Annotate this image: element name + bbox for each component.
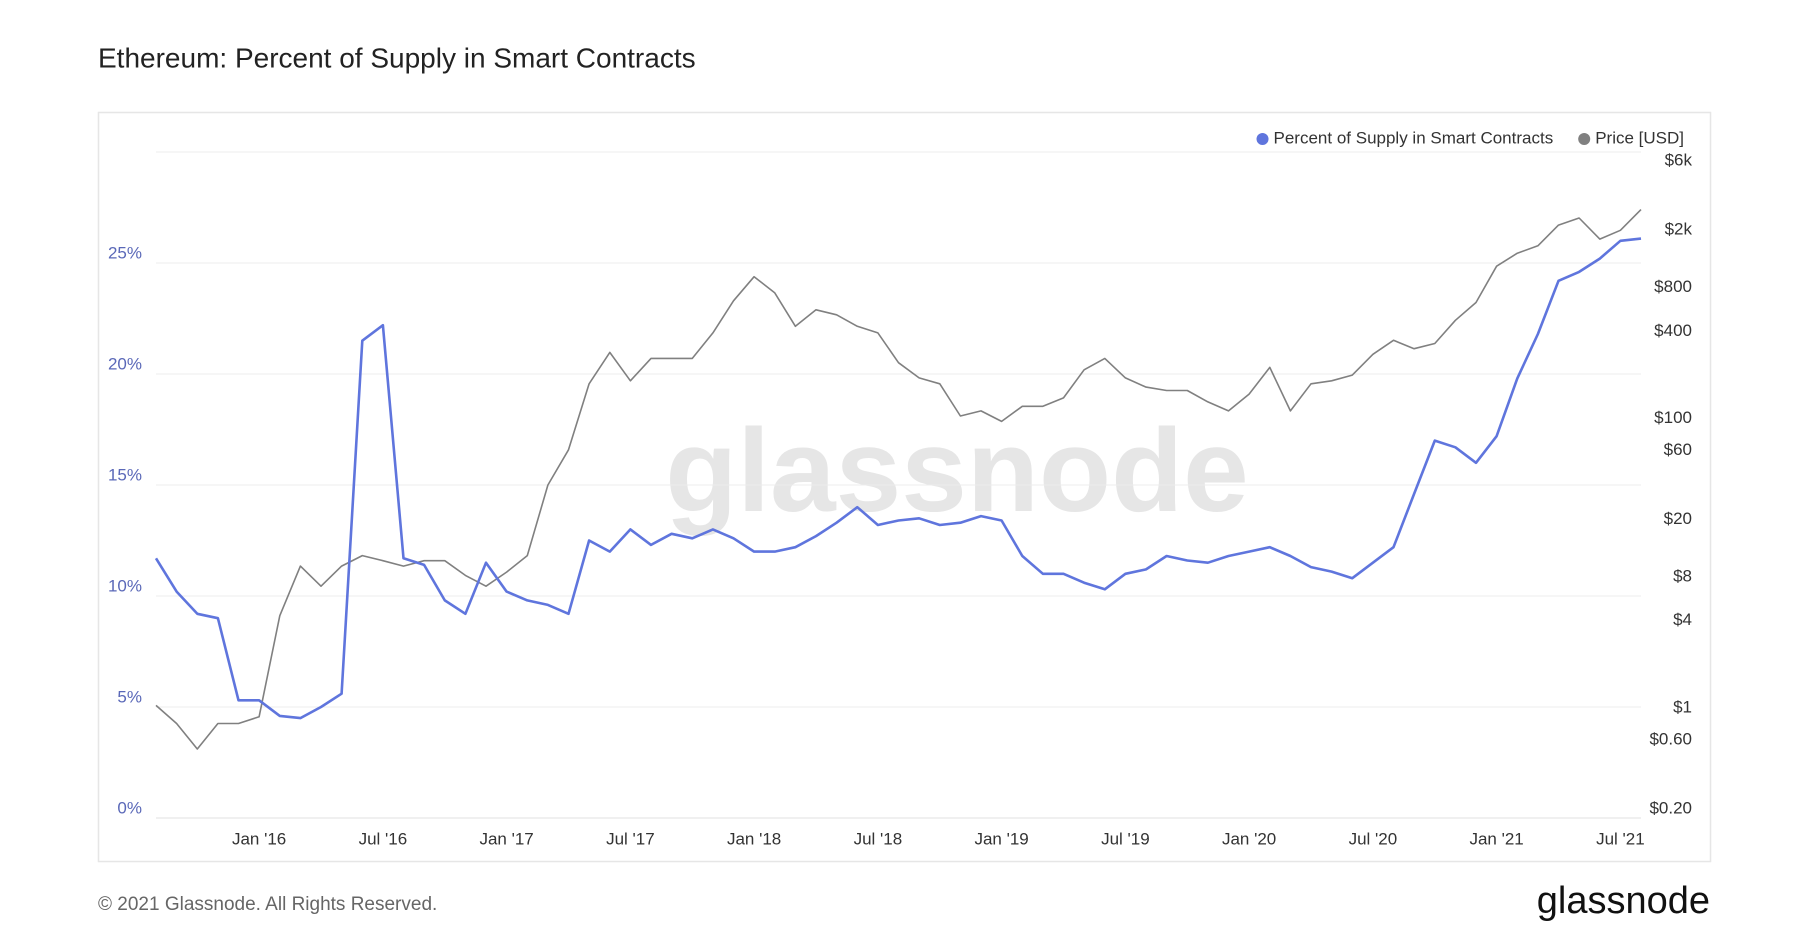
legend-label: Price [USD] [1595, 128, 1684, 147]
series-line [154, 237, 1642, 720]
y-tick-label: 15% [108, 465, 142, 484]
x-tick-label: Jul '20 [1349, 829, 1398, 848]
y-tick-label: 25% [108, 243, 142, 262]
y-tick-label: 20% [108, 354, 142, 373]
x-tick-label: Jul '18 [854, 829, 903, 848]
y2-tick-label: $100 [1654, 408, 1692, 427]
y2-tick-label: $60 [1664, 440, 1692, 459]
y-tick-label: 5% [117, 687, 142, 706]
x-tick-label: Jan '19 [974, 829, 1028, 848]
x-tick-label: Jan '17 [479, 829, 533, 848]
y2-tick-label: $0.20 [1649, 798, 1692, 817]
x-tick-label: Jul '19 [1101, 829, 1150, 848]
y2-tick-label: $8 [1673, 567, 1692, 586]
y2-tick-label: $20 [1664, 509, 1692, 528]
y2-tick-label: $0.60 [1649, 729, 1692, 748]
chart-frame [97, 111, 1712, 863]
legend-marker [1578, 133, 1591, 145]
y2-tick-label: $6k [1665, 151, 1693, 170]
legend-marker [1256, 133, 1269, 145]
y2-tick-label: $800 [1654, 277, 1692, 296]
chart-title: Ethereum: Percent of Supply in Smart Con… [98, 42, 696, 73]
x-tick-label: Jan '21 [1469, 829, 1523, 848]
y2-tick-label: $4 [1673, 610, 1692, 629]
x-tick-label: Jan '18 [727, 829, 781, 848]
copyright: © 2021 Glassnode. All Rights Reserved. [98, 894, 437, 915]
y-tick-label: 0% [117, 798, 142, 817]
y2-tick-label: $400 [1654, 321, 1692, 340]
y2-tick-label: $2k [1665, 220, 1693, 239]
x-tick-label: Jan '16 [232, 829, 286, 848]
series-line [155, 209, 1642, 750]
x-tick-label: Jul '17 [606, 829, 655, 848]
y2-tick-label: $1 [1673, 697, 1692, 716]
legend-label: Percent of Supply in Smart Contracts [1274, 128, 1554, 147]
logo: glassnode [1537, 880, 1710, 922]
x-tick-label: Jan '20 [1222, 829, 1276, 848]
x-tick-label: Jul '16 [359, 829, 408, 848]
y-tick-label: 10% [108, 576, 142, 595]
x-tick-label: Jul '21 [1596, 829, 1645, 848]
watermark: glassnode [665, 405, 1249, 537]
